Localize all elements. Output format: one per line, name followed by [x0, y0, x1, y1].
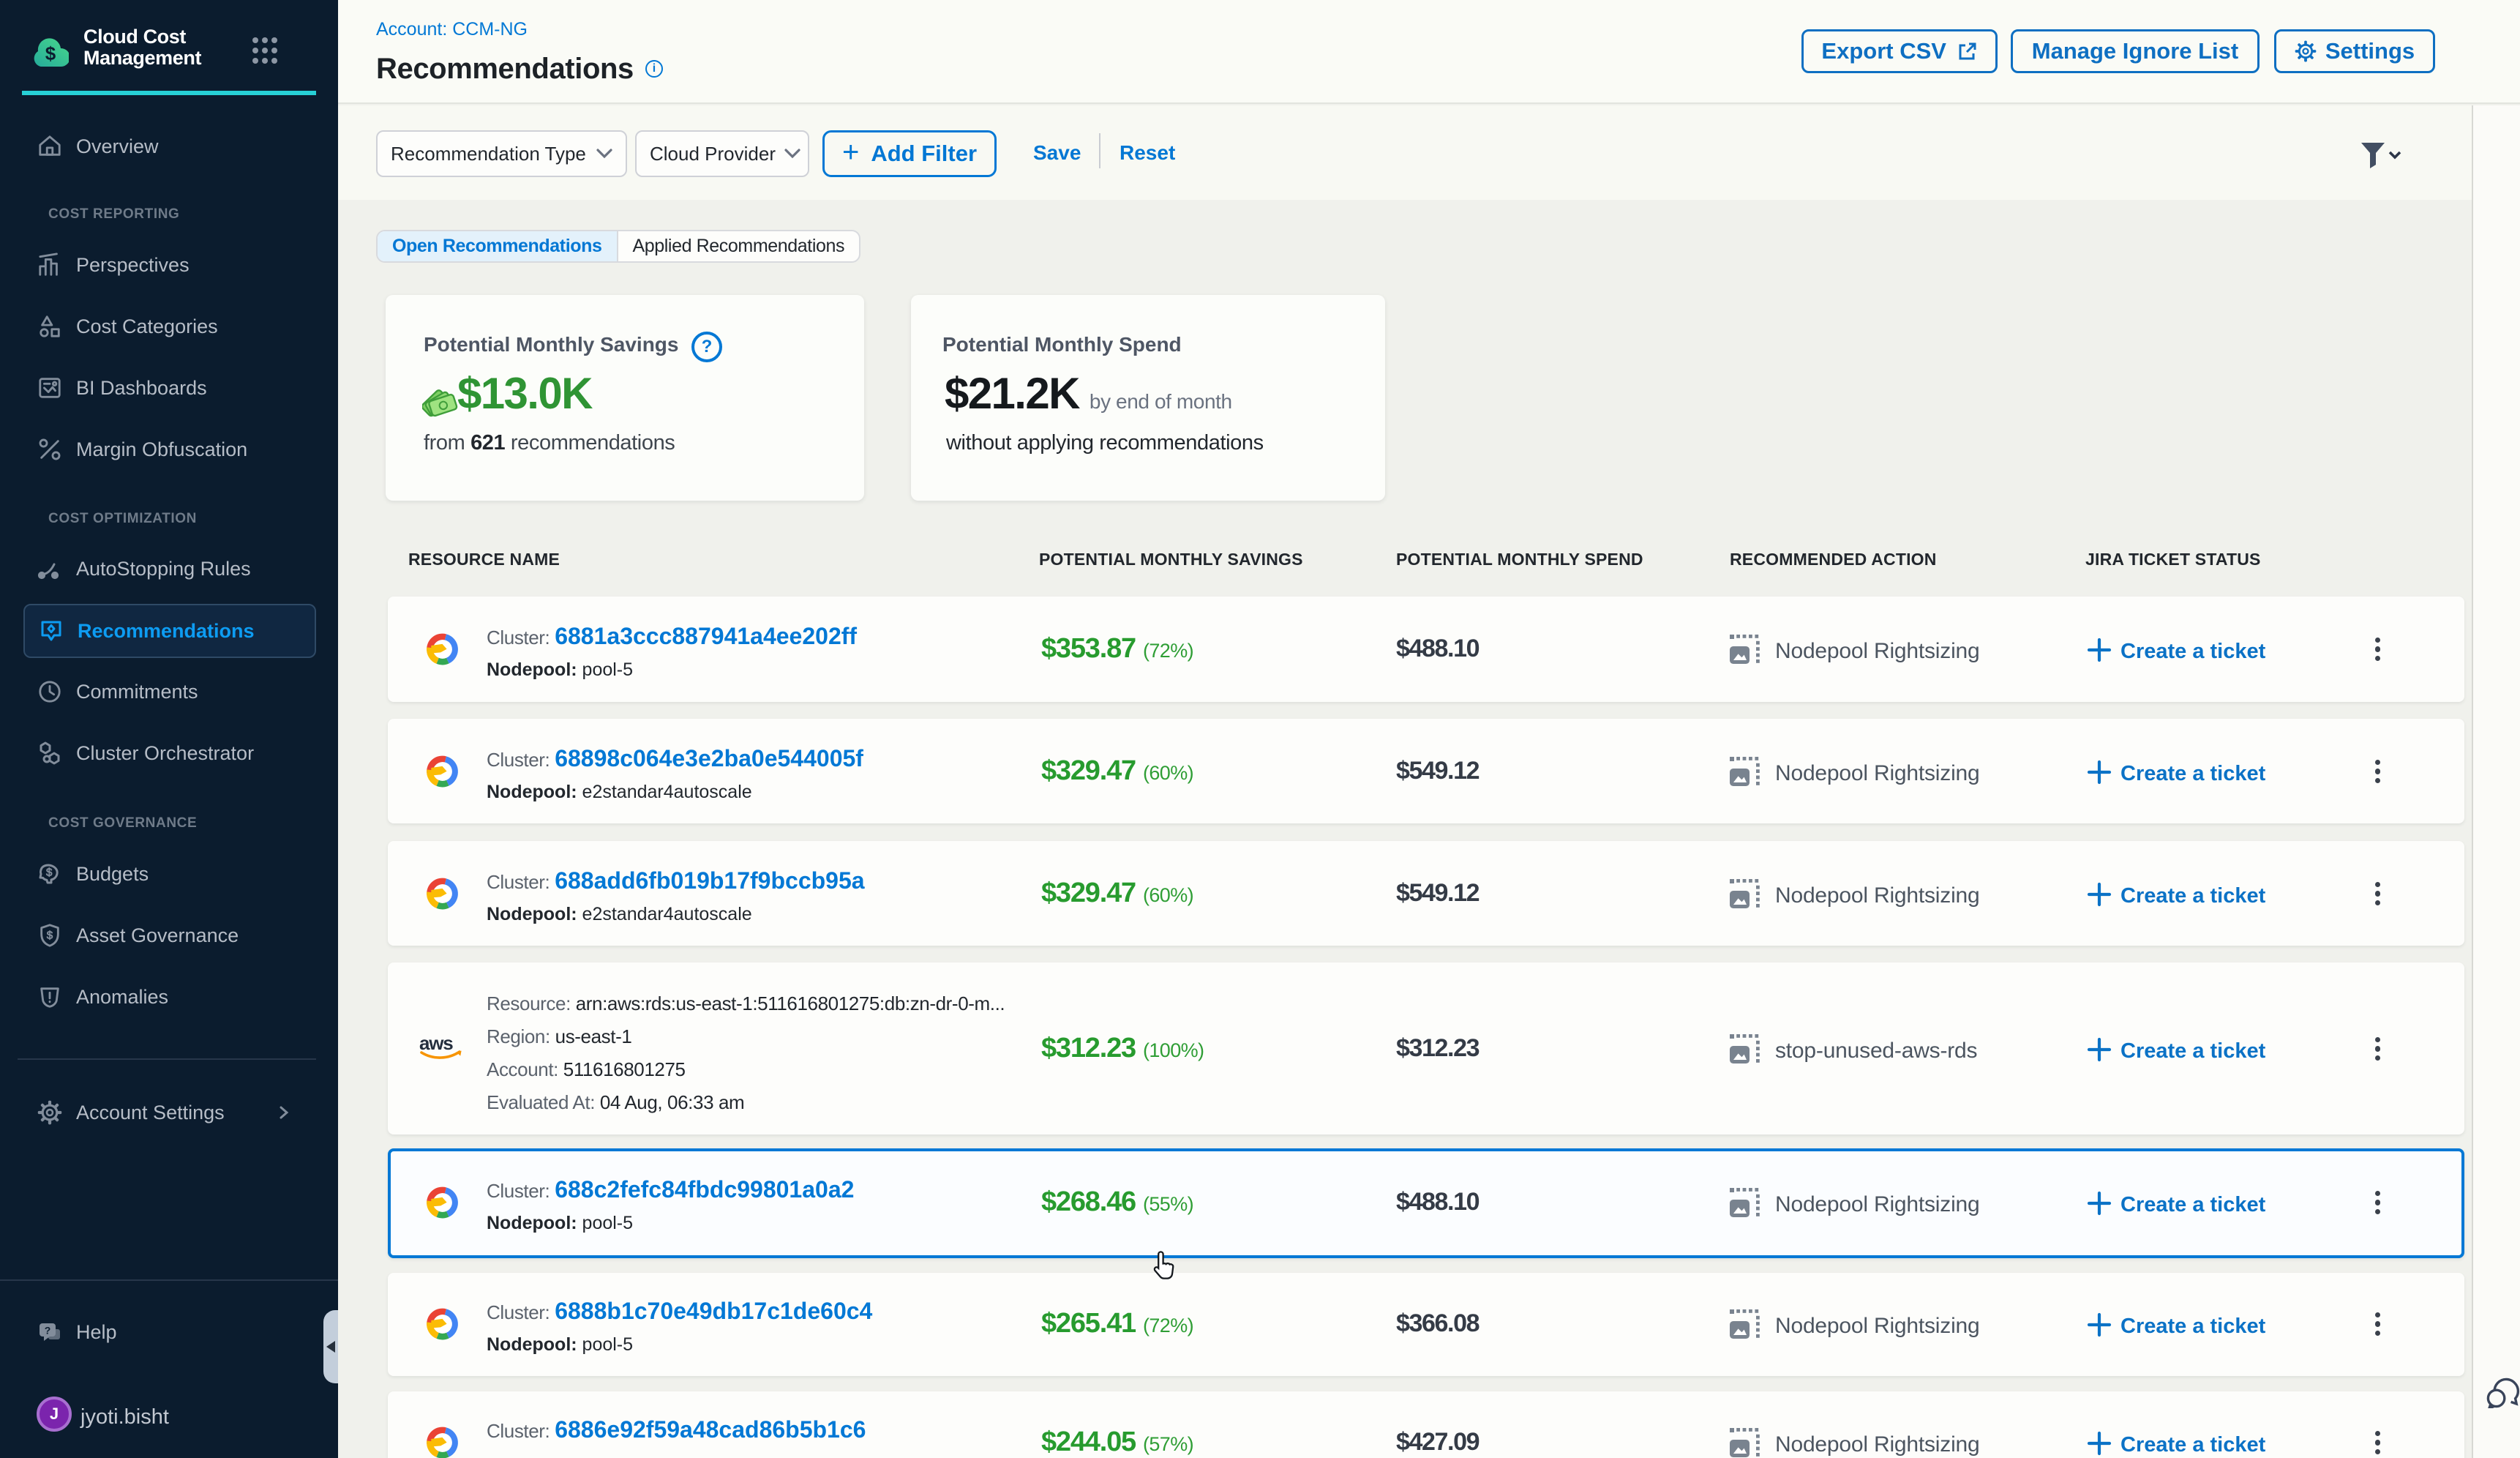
- svg-text:?: ?: [45, 1325, 51, 1336]
- svg-text:$: $: [45, 42, 56, 64]
- svg-text:$: $: [46, 866, 53, 878]
- svg-text:aws: aws: [419, 1032, 453, 1054]
- svg-text:$: $: [47, 930, 53, 942]
